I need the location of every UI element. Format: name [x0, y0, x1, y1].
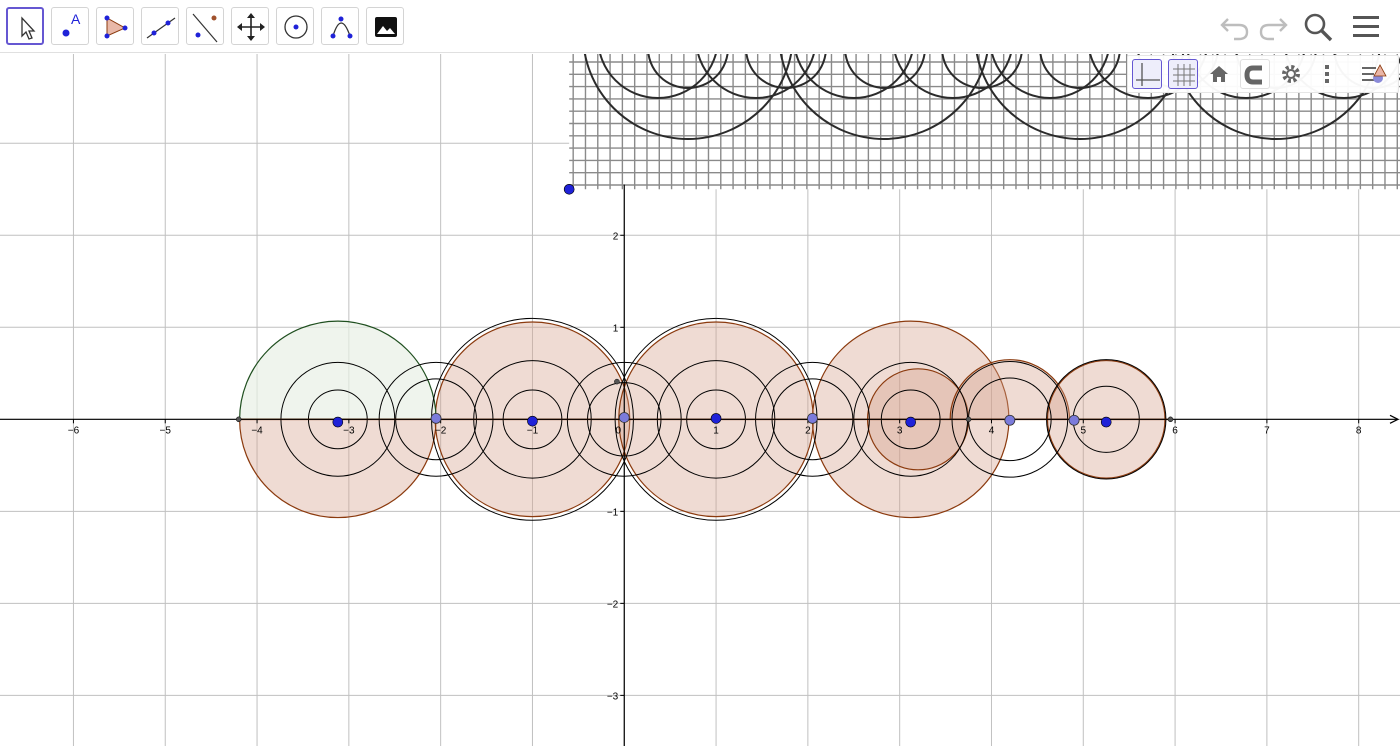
conic-tool-button[interactable]: [321, 7, 359, 45]
intersection-point[interactable]: [235, 416, 242, 423]
image-tool-icon: [375, 17, 397, 37]
dependent-point[interactable]: [1004, 414, 1016, 426]
x-tick-label: 2: [805, 425, 811, 436]
x-tick-label: 6: [1172, 425, 1178, 436]
style-panel-toggle-icon: [1362, 64, 1387, 83]
search-button[interactable]: [1300, 10, 1336, 44]
polygon-tool-button[interactable]: [96, 7, 134, 45]
search-icon: [1304, 13, 1333, 42]
x-tick-label: 0: [615, 425, 621, 436]
grid-toggle-button[interactable]: [1168, 59, 1198, 89]
axes: −6 −5 −4 −3 −2 −1 0 1 2 3 4 5 6 7 8 2 1 −1 −2 −3: [0, 184, 1400, 746]
x-tick-label: −3: [343, 425, 355, 436]
x-axis-arrow: [1389, 414, 1400, 424]
x-tick-label: 3: [897, 425, 903, 436]
free-point[interactable]: [563, 183, 575, 195]
x-tick-label: 8: [1356, 425, 1362, 436]
point-capturing-button[interactable]: [1240, 59, 1270, 89]
line-tool-icon: [146, 17, 176, 39]
x-tick-label: 1: [713, 425, 719, 436]
point-tool-label: A: [71, 11, 81, 27]
graphics-view[interactable]: −6 −5 −4 −3 −2 −1 0 1 2 3 4 5 6 7 8 2 1 −1 −2 −3: [0, 54, 1400, 746]
free-point[interactable]: [332, 416, 344, 428]
free-point[interactable]: [527, 415, 538, 427]
shaded-half-disk[interactable]: [239, 418, 437, 519]
move-tool-icon: [21, 16, 36, 40]
intersection-point[interactable]: [614, 378, 620, 385]
y-tick-label: 2: [613, 231, 619, 242]
grid-toggle-icon: [1173, 64, 1195, 86]
circle-tool-button[interactable]: [276, 7, 314, 45]
dependent-point[interactable]: [430, 413, 442, 424]
redo-button[interactable]: [1255, 10, 1291, 44]
point-tool-button[interactable]: A: [51, 7, 89, 45]
circle-tool-icon: [284, 15, 308, 39]
dependent-point[interactable]: [807, 413, 818, 424]
free-point[interactable]: [710, 413, 722, 424]
move-tool-button[interactable]: [6, 7, 44, 45]
intersection-point[interactable]: [965, 416, 972, 423]
axes-toggle-icon: [1136, 63, 1160, 86]
y-tick-label: −3: [607, 691, 619, 702]
green-half-disk[interactable]: [239, 320, 437, 420]
x-tick-label: −2: [435, 425, 447, 436]
move-graphics-view-tool-button[interactable]: [231, 7, 269, 45]
point-capturing-icon: [1244, 65, 1262, 85]
undo-button[interactable]: [1217, 10, 1253, 44]
intersection-point[interactable]: [1167, 416, 1174, 423]
y-tick-label: −1: [607, 507, 619, 518]
main-menu-button[interactable]: [1348, 10, 1384, 44]
dependent-point[interactable]: [618, 412, 630, 423]
x-tick-label: −4: [251, 425, 263, 436]
y-tick-label: −2: [607, 599, 619, 610]
free-point[interactable]: [1100, 416, 1112, 428]
redo-icon: [1259, 18, 1288, 41]
free-point[interactable]: [905, 416, 916, 428]
perpendicular-line-tool-icon: [192, 13, 218, 43]
y-tick-label: 1: [613, 323, 619, 334]
point-tool-icon: [62, 29, 70, 37]
x-tick-label: −5: [160, 425, 172, 436]
more-button[interactable]: [1312, 59, 1342, 89]
move-graphics-view-tool-icon: [237, 13, 265, 41]
more-icon: [1325, 65, 1329, 83]
menu-icon: [1353, 16, 1379, 37]
dependent-point[interactable]: [1068, 414, 1080, 426]
perpendicular-line-tool-button[interactable]: [186, 7, 224, 45]
standard-view-button[interactable]: [1204, 59, 1234, 89]
graphics-style-bar: [1127, 55, 1399, 93]
x-tick-label: −6: [68, 425, 80, 436]
points: [235, 183, 1174, 428]
shaded-half-disk[interactable]: [949, 359, 1071, 420]
conic-tool-icon: [330, 16, 353, 39]
image-tool-button[interactable]: [366, 7, 404, 45]
undo-icon: [1220, 18, 1249, 41]
settings-icon: [1282, 65, 1300, 83]
toolbar: A: [0, 0, 1400, 53]
settings-button[interactable]: [1276, 59, 1306, 89]
x-tick-label: 7: [1264, 425, 1270, 436]
style-panel-toggle-button[interactable]: [1360, 59, 1390, 89]
axes-toggle-button[interactable]: [1132, 59, 1162, 89]
x-tick-label: 4: [989, 425, 995, 436]
polygon-tool-icon: [104, 15, 128, 39]
standard-view-icon: [1210, 66, 1228, 82]
x-tick-label: −1: [527, 425, 539, 436]
line-tool-button[interactable]: [141, 7, 179, 45]
x-tick-label: 5: [1080, 425, 1086, 436]
